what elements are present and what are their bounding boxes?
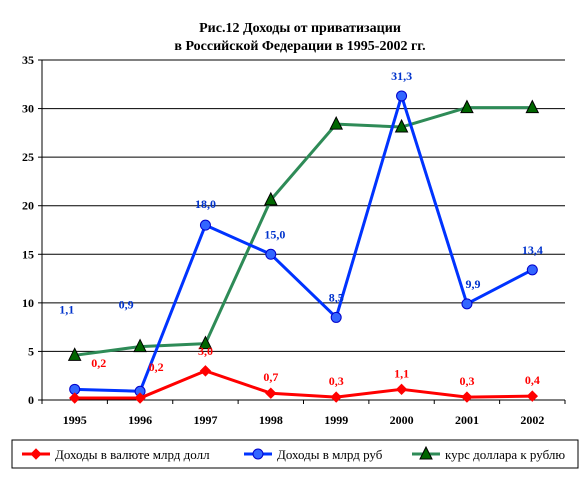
x-tick-label-1998: 1998 <box>259 413 283 427</box>
data-label-red-1996: 0,2 <box>149 360 164 374</box>
diamond-point-1997 <box>199 365 212 377</box>
triangle-point-1999 <box>329 115 343 130</box>
legend-marker-diamond <box>30 448 42 460</box>
series-line-diamond <box>74 369 533 400</box>
legend-label-triangle: курс доллара к рублю <box>445 447 565 462</box>
circle-point-2001 <box>461 298 473 310</box>
triangle-point-2001 <box>460 99 474 114</box>
data-label-blue-1997: 18,0 <box>195 197 216 211</box>
series-diamond <box>68 365 539 404</box>
y-tick-label: 10 <box>22 296 34 310</box>
axes: 0 5 10 15 20 25 30 35 1995 1996 1997 1998 1999 2000 20… <box>22 53 566 427</box>
series-circle <box>69 90 538 397</box>
y-tick-label: 0 <box>28 393 34 407</box>
circle-point-1998 <box>265 248 277 260</box>
diamond-point-2002 <box>526 390 539 402</box>
data-label-blue-2001: 9,9 <box>465 277 480 291</box>
diamond-point-2000 <box>395 383 408 396</box>
data-label-red-1995: 0,2 <box>91 356 106 370</box>
diamond-point-1999 <box>330 391 342 403</box>
y-tick-label: 5 <box>28 344 34 358</box>
triangle-point-2002 <box>525 99 540 114</box>
y-tick-label: 25 <box>22 150 34 164</box>
data-label-red-1998: 0,7 <box>263 370 278 384</box>
x-tick-label-1996: 1996 <box>128 413 152 427</box>
legend-label-circle: Доходы в млрд руб <box>277 447 383 462</box>
triangle-point-1995 <box>67 347 82 361</box>
diamond-point-1995 <box>68 392 81 404</box>
y-tick-label: 15 <box>22 247 34 261</box>
legend-marker-triangle <box>419 445 433 460</box>
x-tick-label-2001: 2001 <box>455 413 479 427</box>
data-label-blue-1999: 8,5 <box>329 290 344 304</box>
circle-point-2000 <box>396 90 408 102</box>
data-label-red-2001: 0,3 <box>459 374 474 388</box>
diamond-point-2001 <box>461 391 473 403</box>
data-labels: 0,2 0,2 3,0 0,7 0,3 1,1 0,3 0,4 1,1 0,9 18,0 15,0 8,… <box>59 69 543 388</box>
data-label-blue-1998: 15,0 <box>264 227 285 241</box>
x-tick-label-1995: 1995 <box>63 413 87 427</box>
x-tick-label-1999: 1999 <box>324 413 348 427</box>
data-label-blue-1996: 0,9 <box>119 297 134 311</box>
chart-title-line-2: в Российской Федерации в 1995-2002 гг. <box>174 39 425 54</box>
circle-point-1997 <box>199 219 211 231</box>
circle-point-2002 <box>526 264 538 276</box>
y-tick-label: 20 <box>22 199 34 213</box>
data-label-red-2002: 0,4 <box>525 373 540 387</box>
triangle-point-1996 <box>133 338 147 353</box>
data-label-red-2000: 1,1 <box>394 366 409 380</box>
x-tick-label-2000: 2000 <box>390 413 414 427</box>
diamond-point-1996 <box>134 392 146 404</box>
data-label-blue-1995: 1,1 <box>59 302 74 316</box>
series-line-circle <box>74 94 534 393</box>
data-label-red-1997: 3,0 <box>198 344 213 358</box>
y-tick-label: 30 <box>22 102 34 116</box>
diamond-point-1998 <box>265 387 277 399</box>
legend-box <box>11 439 579 469</box>
legend-marker-circle <box>252 448 264 460</box>
series-group <box>67 90 540 404</box>
data-label-blue-2000: 31,3 <box>391 69 412 83</box>
data-label-blue-2002: 13,4 <box>522 243 543 257</box>
chart-title-line-1: Рис.12 Доходы от приватизации <box>199 21 401 36</box>
legend-label-diamond: Доходы в валюте млрд долл <box>55 447 210 462</box>
triangle-point-2000 <box>394 118 409 133</box>
gridlines <box>42 59 565 352</box>
y-tick-label: 35 <box>22 53 34 67</box>
data-label-red-1999: 0,3 <box>329 374 344 388</box>
series-triangle <box>67 99 540 361</box>
legend: Доходы в валюте млрд долл Доходы в млрд р… <box>11 439 579 469</box>
circle-point-1999 <box>330 311 342 323</box>
x-tick-label-2002: 2002 <box>520 413 544 427</box>
triangle-point-1998 <box>264 191 278 206</box>
x-tick-label-1997: 1997 <box>193 413 217 427</box>
triangle-point-1997 <box>198 335 213 350</box>
series-line-triangle <box>74 106 533 357</box>
